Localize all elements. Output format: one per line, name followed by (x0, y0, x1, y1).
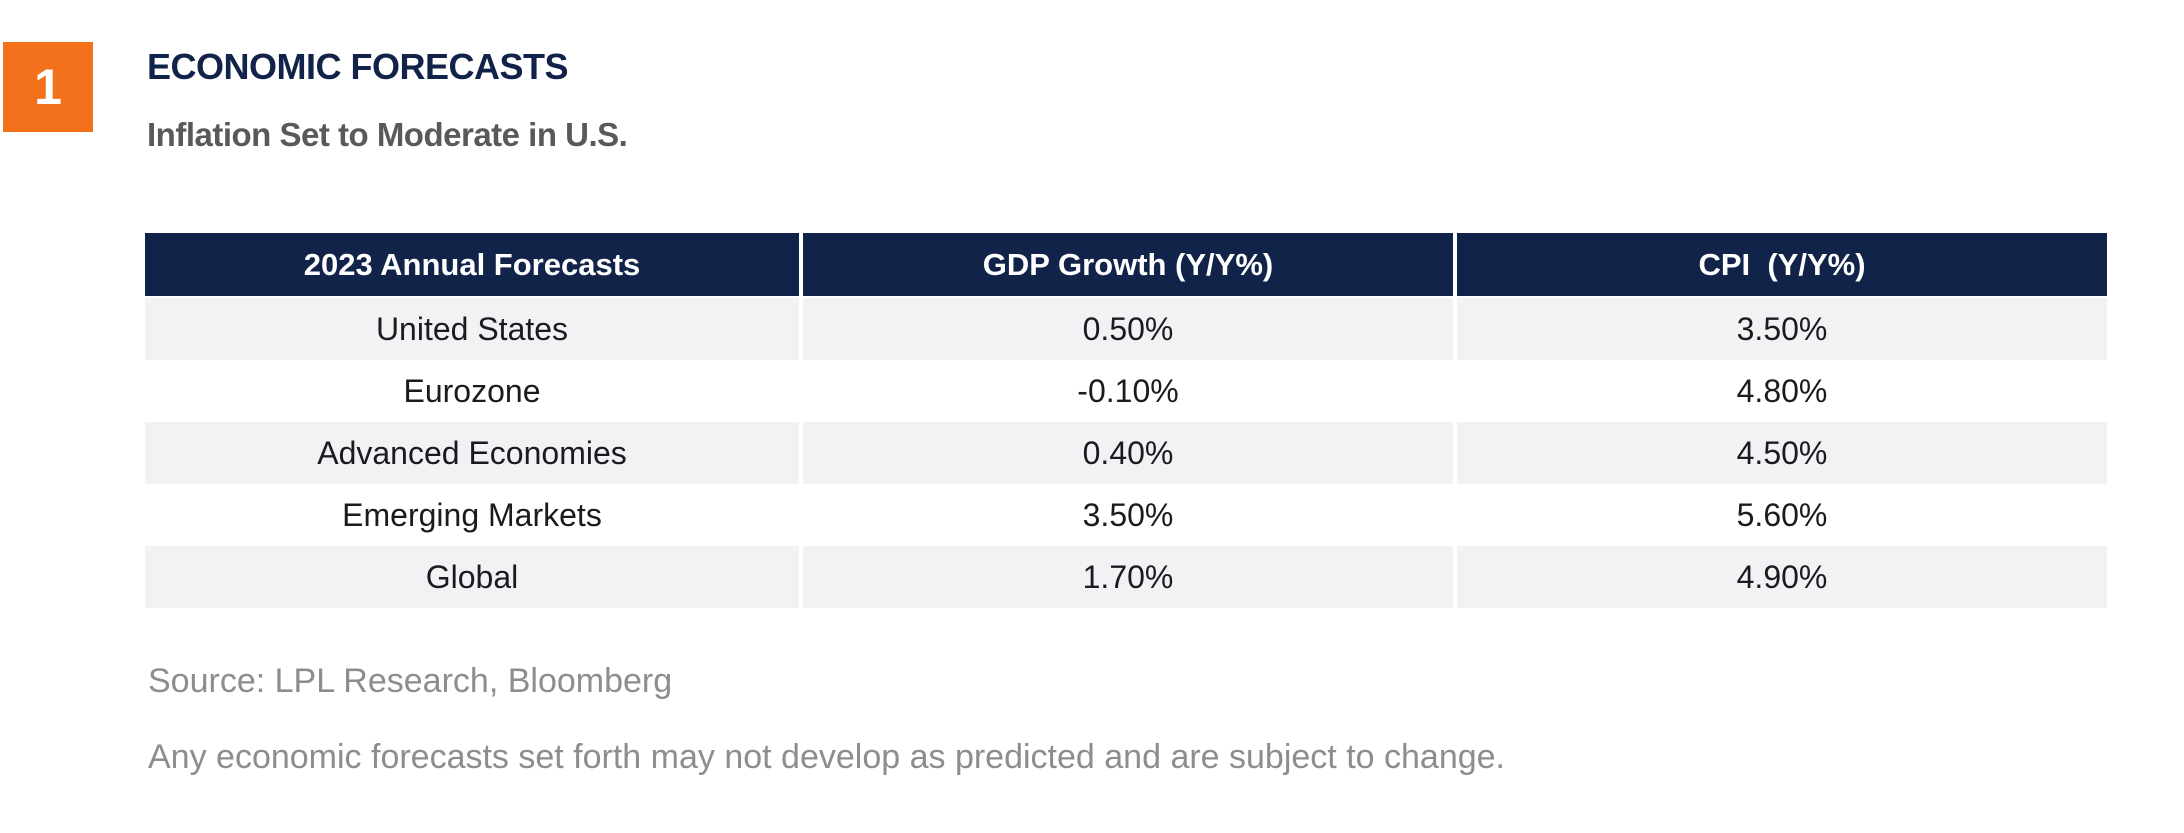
column-header-cpi: CPI (Y/Y%) (1453, 233, 2107, 298)
figure-subtitle: Inflation Set to Moderate in U.S. (147, 116, 628, 153)
row-label: Emerging Markets (145, 484, 799, 546)
row-label: United States (145, 298, 799, 360)
figure-number-badge: 1 (3, 42, 93, 132)
row-label: Eurozone (145, 360, 799, 422)
figure-number: 1 (34, 59, 62, 115)
gdp-growth-value: 1.70% (799, 546, 1453, 608)
cpi-value: 4.90% (1453, 546, 2107, 608)
cpi-value: 4.50% (1453, 422, 2107, 484)
gdp-growth-value: 0.40% (799, 422, 1453, 484)
source-attribution: Source: LPL Research, Bloomberg (148, 662, 673, 700)
table-row-global: Global 1.70% 4.90% (145, 546, 2107, 608)
table-row-united-states: United States 0.50% 3.50% (145, 298, 2107, 360)
cpi-value: 4.80% (1453, 360, 2107, 422)
cpi-value: 5.60% (1453, 484, 2107, 546)
forecast-disclaimer: Any economic forecasts set forth may not… (148, 738, 1505, 776)
figure-title: ECONOMIC FORECASTS (147, 46, 569, 87)
gdp-growth-value: 3.50% (799, 484, 1453, 546)
table-row-emerging-markets: Emerging Markets 3.50% 5.60% (145, 484, 2107, 546)
gdp-growth-value: 0.50% (799, 298, 1453, 360)
forecast-table: 2023 Annual Forecasts GDP Growth (Y/Y%) … (145, 233, 2107, 608)
table-header-row: 2023 Annual Forecasts GDP Growth (Y/Y%) … (145, 233, 2107, 298)
column-header-gdp-growth: GDP Growth (Y/Y%) (799, 233, 1453, 298)
column-header-forecasts: 2023 Annual Forecasts (145, 233, 799, 298)
row-label: Advanced Economies (145, 422, 799, 484)
cpi-value: 3.50% (1453, 298, 2107, 360)
gdp-growth-value: -0.10% (799, 360, 1453, 422)
row-label: Global (145, 546, 799, 608)
table-row-advanced-economies: Advanced Economies 0.40% 4.50% (145, 422, 2107, 484)
table-row-eurozone: Eurozone -0.10% 4.80% (145, 360, 2107, 422)
